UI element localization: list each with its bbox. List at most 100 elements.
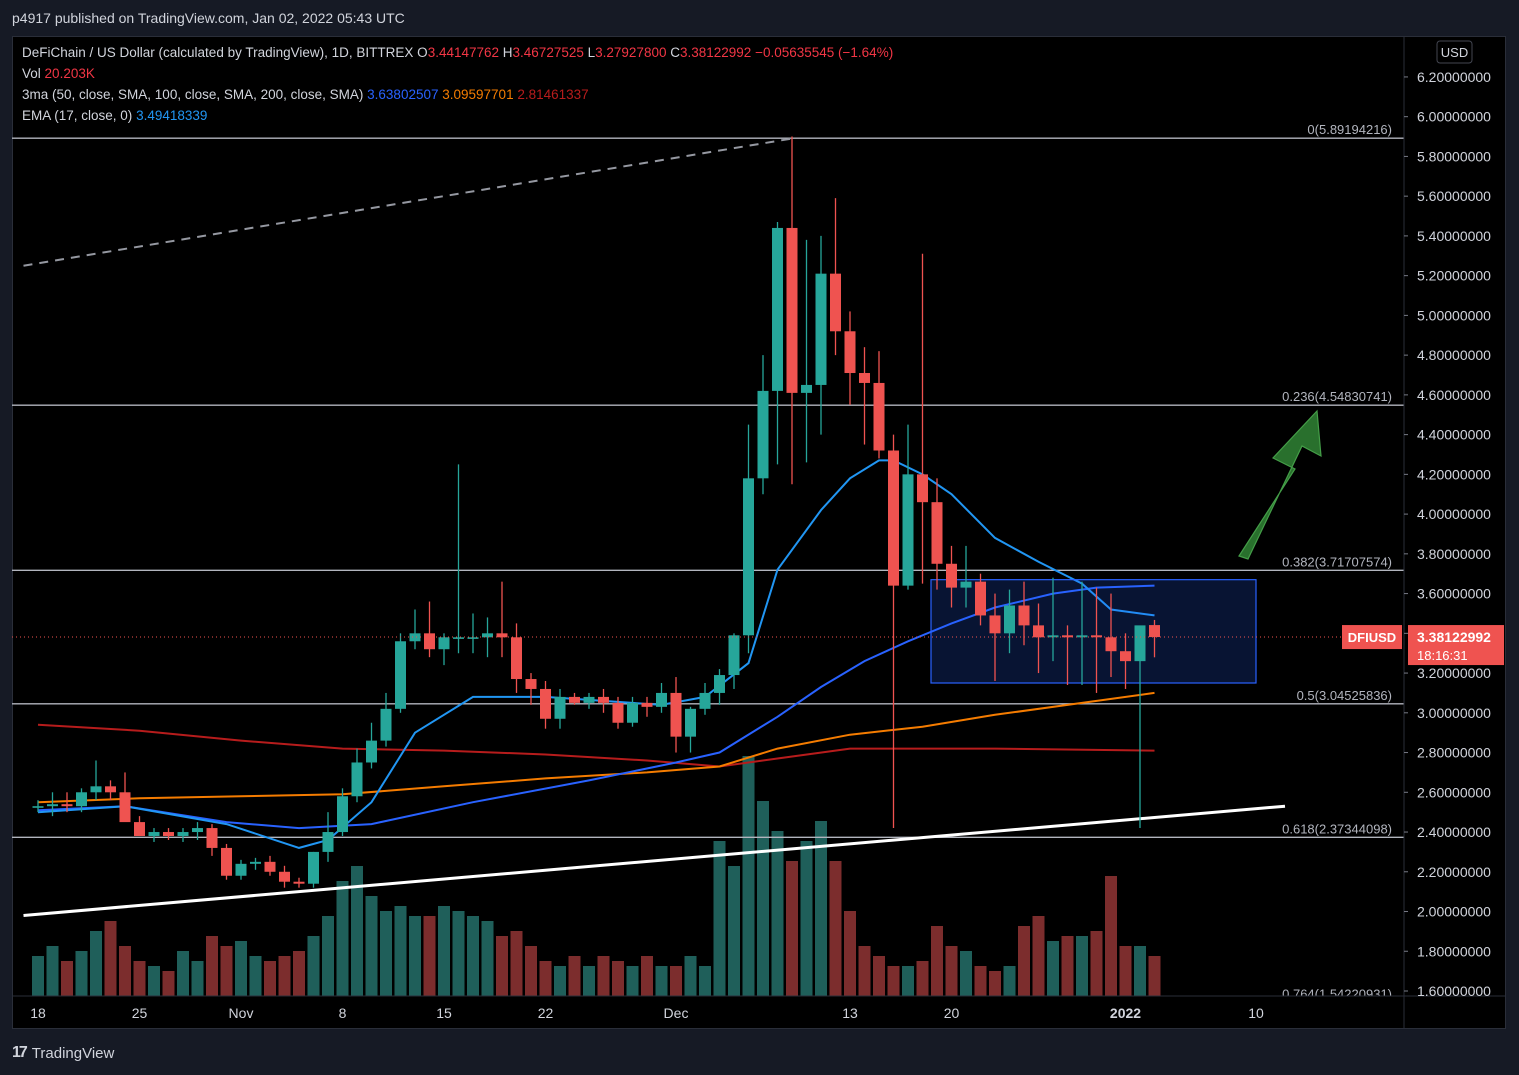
candle-body	[1149, 625, 1160, 638]
volume-bar	[916, 961, 929, 996]
fib-label-1: 0.236(4.54830741)	[1282, 389, 1392, 404]
candle-body	[511, 637, 522, 680]
candle	[873, 351, 885, 459]
candle	[583, 692, 595, 709]
volume-bar	[90, 931, 102, 996]
price-tick-label-20: 2.20000000	[1417, 864, 1491, 880]
candle	[917, 253, 928, 584]
candle	[221, 843, 232, 880]
brand-name: TradingView	[31, 1044, 115, 1062]
publish-info: p4917 published on TradingView.com, Jan …	[12, 10, 405, 26]
candle-body	[76, 792, 87, 807]
candle-body	[612, 702, 624, 723]
volume-bar	[699, 966, 711, 996]
candle-body	[264, 861, 276, 872]
price-label-box	[1408, 625, 1504, 666]
symbol-tag-box	[1342, 625, 1402, 650]
candle	[699, 683, 711, 715]
candle-body	[1134, 625, 1146, 662]
volume-bar	[1076, 936, 1088, 996]
time-tick-label-7: 13	[842, 1005, 858, 1021]
candle	[554, 688, 566, 729]
legend-ema-label: EMA (17, close, 0)	[22, 108, 133, 123]
candle-body	[772, 227, 783, 391]
ma200-line	[37, 723, 1155, 768]
candle	[525, 673, 537, 705]
time-axis: 18 25 Nov 8 15 22 Dec 13 20 2022 10	[30, 1005, 1264, 1021]
candle	[888, 434, 899, 829]
candle	[743, 424, 754, 654]
candle-body	[1091, 635, 1102, 638]
candle-body	[917, 474, 928, 503]
price-tick-label-15: 3.20000000	[1417, 665, 1491, 681]
candle-body	[786, 227, 798, 393]
legend-symbol-row: DeFiChain / US Dollar (calculated by Tra…	[22, 42, 893, 63]
volume-bar	[1105, 876, 1117, 996]
candle	[279, 865, 290, 888]
price-tick-label-19: 2.40000000	[1417, 824, 1491, 840]
volume-bar	[75, 951, 88, 996]
fib-retracement	[12, 137, 1404, 839]
candle	[235, 859, 247, 880]
candle-body	[105, 786, 116, 793]
volume-bar	[322, 916, 334, 996]
countdown-label: 18:16:31	[1417, 648, 1468, 663]
price-tick-label-6: 5.00000000	[1417, 307, 1491, 323]
support-trendline	[23, 804, 1286, 917]
candle-body	[148, 832, 160, 837]
tradingview-logo[interactable]: 17 TradingView	[12, 1044, 114, 1062]
candle-body	[337, 796, 348, 833]
volume-bar	[119, 946, 131, 996]
volume-bar	[1090, 931, 1103, 996]
candle	[351, 748, 363, 803]
candle	[32, 800, 44, 813]
volume-bar	[597, 956, 610, 996]
volume-bar	[365, 896, 378, 996]
tradingview-logo-icon: 17	[12, 1044, 28, 1061]
candle-body	[61, 804, 73, 807]
volume-bar	[873, 956, 885, 996]
volume-bar	[554, 966, 566, 996]
volume-bar	[409, 916, 421, 996]
candle-body	[1120, 651, 1131, 662]
candle-body	[119, 792, 131, 823]
candle	[438, 633, 450, 666]
price-tick-label-11: 4.00000000	[1417, 506, 1491, 522]
price-marker: DFIUSD 3.38122992 18:16:31	[1342, 625, 1504, 666]
fib-label-2: 0.382(3.71707574)	[1282, 554, 1392, 569]
currency-label: USD	[1441, 45, 1468, 60]
candle-body	[308, 851, 319, 884]
candle	[105, 780, 116, 801]
candle	[163, 828, 174, 840]
candle-body	[32, 806, 44, 808]
candle-body	[873, 382, 885, 451]
candle-body	[1018, 605, 1030, 626]
candle	[670, 677, 682, 753]
candle-body	[366, 740, 377, 763]
volume-bar	[670, 966, 682, 996]
candle-body	[670, 692, 682, 737]
candle	[511, 623, 522, 693]
dashed-trendline	[23, 137, 793, 267]
candle-body	[467, 637, 479, 639]
legend-vol-row: Vol 20.203K	[22, 63, 893, 84]
price-chart[interactable]: 0(5.89194216) 0.236(4.54830741) 0.382(3.71…	[12, 36, 1506, 1029]
footer: 17 TradingView	[0, 1030, 1519, 1075]
price-tick-label-5: 5.20000000	[1417, 268, 1491, 284]
legend-ma50: 3.63802507	[367, 87, 439, 102]
ma50-line	[37, 584, 1155, 830]
price-tick-label-23: 1.60000000	[1417, 983, 1491, 999]
candle	[728, 633, 740, 689]
volume-bar	[104, 921, 117, 996]
time-tick-label-10: 10	[1248, 1005, 1264, 1021]
legend-open: 3.44147762	[427, 45, 500, 60]
candle	[366, 722, 377, 769]
candle	[250, 857, 261, 870]
candle-body	[438, 637, 450, 650]
candle-body	[554, 696, 566, 719]
candle-body	[989, 615, 1001, 634]
price-tick-label-0: 6.20000000	[1417, 69, 1491, 85]
volume-bar	[655, 966, 668, 996]
volume-bar	[351, 866, 363, 996]
candle	[1120, 633, 1131, 689]
